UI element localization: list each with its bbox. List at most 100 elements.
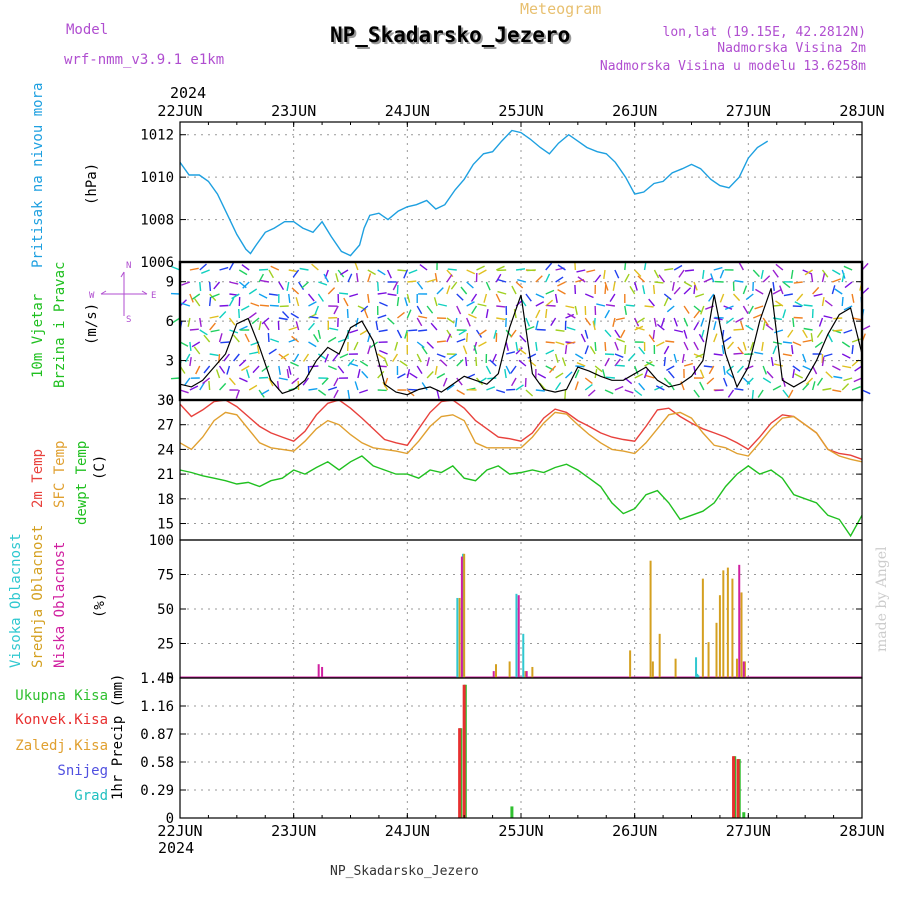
wind-label-1: 10m Vjetar (30, 294, 46, 378)
wind-arrow (360, 305, 369, 313)
wind-arrow (816, 377, 824, 386)
wind-arrow (291, 287, 300, 295)
wind-arrow (722, 365, 726, 376)
wind-arrow (194, 298, 201, 307)
wind-arrow (733, 328, 743, 331)
wind-arrow (399, 360, 408, 367)
wind-arrow (725, 317, 734, 324)
wind-arrow (555, 329, 565, 332)
wind-arrow (392, 281, 399, 291)
wind-arrow (557, 288, 566, 295)
lonlat: lon,lat (19.15E, 42.2812N) (663, 25, 867, 40)
wind-arrow (347, 358, 355, 367)
wind-arrow (475, 356, 478, 367)
pressure-unit: (hPa) (84, 163, 100, 205)
wind-arrow (782, 309, 787, 319)
wind-arrow (314, 305, 320, 315)
wind-arrow (250, 302, 260, 307)
wind-arrow (383, 357, 389, 367)
high-cloud-bar (456, 597, 459, 678)
time-tick-label-top: 22JUN (157, 102, 202, 120)
wind-arrow (624, 273, 630, 283)
wind-arrow (693, 321, 700, 331)
wind-arrow (329, 327, 339, 331)
time-tick-label-top: 23JUN (271, 102, 316, 120)
wind-arrow (642, 285, 646, 295)
cloud-panel-labels: Visoka Oblacnost Srednja Oblacnost Niska… (8, 525, 108, 668)
precip-legend-item: Konvek.Kisa (15, 712, 108, 728)
wind-arrow (841, 383, 850, 391)
wind-arrow (793, 281, 803, 284)
wind-arrow (268, 377, 274, 387)
wind-arrow (434, 365, 438, 376)
wind-arrow (733, 352, 743, 355)
wind-arrow (566, 326, 576, 331)
wind-arrow (760, 269, 764, 279)
cloud-panel-frame (179, 539, 863, 679)
wind-arrow (693, 389, 700, 398)
wind-arrow (377, 269, 386, 276)
wind-arrow (702, 269, 705, 279)
wind-arrow (436, 340, 446, 343)
wind-arrow (757, 389, 764, 398)
wind-arrow (526, 269, 536, 272)
wind-arrow (397, 269, 407, 272)
low-cloud-bar (460, 556, 463, 678)
wind-arrow (442, 377, 448, 387)
convective-precip-bar (462, 684, 466, 818)
wind-arrow (259, 376, 269, 379)
high-cloud-bar (462, 553, 465, 678)
wind-arrow (854, 365, 863, 372)
wind-arrow (861, 389, 871, 395)
wind-arrow (361, 370, 369, 379)
wind-arrow (421, 382, 428, 391)
wind-arrow (359, 329, 369, 336)
wind-arrow (353, 341, 359, 351)
wind-arrow (465, 332, 469, 343)
wind-arrow (565, 313, 575, 319)
prec-panel-frame (179, 677, 863, 819)
wind-arrow (510, 329, 517, 338)
station-title: NP_Skadarsko_Jezero (330, 23, 570, 47)
footer-station: NP_Skadarsko_Jezero (330, 864, 479, 879)
mid-cloud-bar (731, 578, 734, 678)
wind-arrow (377, 292, 387, 295)
wind-arrow (261, 365, 270, 373)
temp-tick-label: 24 (157, 442, 174, 458)
wind-arrow (267, 332, 270, 343)
temp-label-2m: 2m Temp (30, 449, 46, 508)
wind-arrow (307, 293, 315, 302)
wind-arrow (779, 285, 784, 295)
wind-arrow (170, 377, 181, 380)
wind-arrow (203, 365, 211, 374)
wind-arrow (810, 273, 814, 283)
wind-arrow (208, 296, 212, 307)
compass-rose-icon (100, 271, 148, 316)
wind-arrow (191, 341, 201, 348)
wind-arrow (408, 269, 418, 274)
wind-arrow (683, 287, 692, 295)
wind-arrow (636, 317, 645, 324)
wind-arrow (612, 317, 616, 327)
wind-arrow (609, 293, 616, 302)
wind-arrow (772, 345, 778, 355)
wind-arrow (478, 341, 487, 347)
wind-arrow (302, 353, 310, 362)
wind-arrow (619, 329, 626, 339)
wind-arrow (238, 359, 247, 367)
wind-arrow (308, 301, 317, 307)
wind-arrow (268, 269, 275, 279)
wind-arrow (228, 317, 236, 326)
wind-arrow (699, 381, 705, 391)
wind-arrow (616, 338, 626, 343)
wind-arrow (625, 304, 635, 307)
wind-arrow (724, 305, 734, 311)
temp-label-sfc: SFC Temp (52, 441, 68, 508)
wind-arrow (407, 280, 417, 283)
wind-arrow (664, 268, 674, 271)
precip-legend-item: Snijeg (57, 763, 108, 779)
wind-arrow (843, 265, 853, 271)
wind-arrow (187, 317, 191, 327)
wind-arrow (333, 377, 339, 387)
